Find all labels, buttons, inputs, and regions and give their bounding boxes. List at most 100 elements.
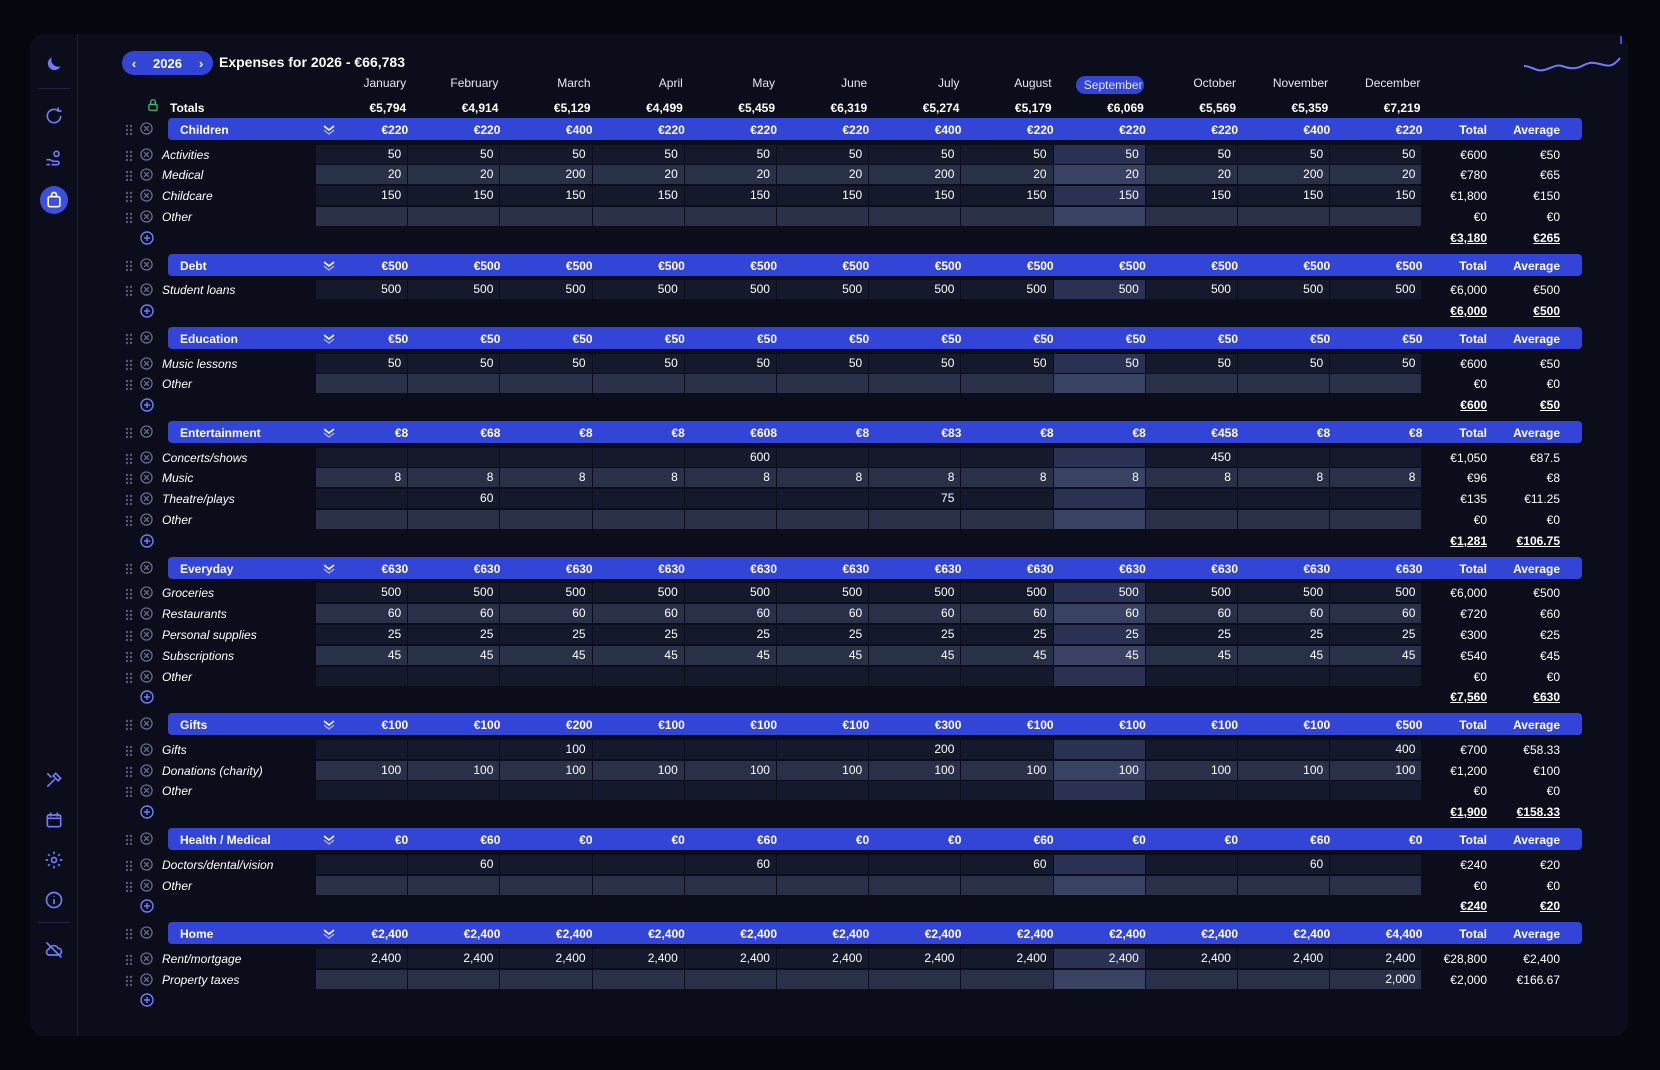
remove-category-icon[interactable] [140,926,153,939]
amount-cell[interactable] [684,666,776,686]
amount-cell[interactable] [408,374,500,394]
moon-icon[interactable] [40,50,68,78]
amount-cell[interactable] [500,489,592,509]
amount-cell[interactable]: 500 [684,280,776,300]
category-header[interactable]: Education €50 €50 €50 €50 €50 €50 €50 €50 €50 €50 €… [168,327,1582,349]
row-name[interactable]: Doctors/dental/vision [162,857,274,872]
amount-cell[interactable] [961,969,1053,989]
row-name[interactable]: Theatre/plays [162,492,235,507]
amount-cell[interactable]: 150 [1053,186,1145,206]
amount-cell[interactable]: 200 [500,165,592,185]
hand-coins-icon[interactable] [40,144,68,172]
add-row-icon[interactable] [140,805,154,819]
amount-cell[interactable] [500,206,592,226]
month-header[interactable]: March [557,76,591,90]
remove-row-icon[interactable] [140,189,153,202]
amount-cell[interactable]: 25 [316,624,408,644]
amount-cell[interactable] [1238,510,1330,529]
amount-cell[interactable] [500,447,592,467]
row-name[interactable]: Property taxes [162,972,240,987]
amount-cell[interactable] [408,206,500,226]
amount-cell[interactable]: 150 [1238,186,1330,206]
category-header[interactable]: Children €220 €220 €400 €220 €220 €220 €400 €220… [168,118,1582,140]
amount-cell[interactable]: 500 [684,583,776,603]
amount-cell[interactable] [408,510,500,529]
category-header[interactable]: Home €2,400 €2,400 €2,400 €2,400 €2,400 €2,400… [168,922,1582,945]
collapse-chevron-icon[interactable] [322,123,336,136]
add-row-icon[interactable] [140,899,154,913]
amount-cell[interactable]: 500 [408,280,500,300]
amount-cell[interactable] [869,781,961,801]
amount-cell[interactable]: 500 [408,583,500,603]
amount-cell[interactable] [869,666,961,686]
drag-handle-icon[interactable] [125,211,133,224]
amount-cell[interactable] [1053,206,1145,226]
remove-row-icon[interactable] [140,743,153,756]
amount-cell[interactable]: 50 [316,144,408,164]
amount-cell[interactable]: 50 [1238,353,1330,373]
month-header[interactable]: October [1193,76,1236,90]
amount-cell[interactable] [408,666,500,686]
amount-cell[interactable]: 100 [1145,760,1237,780]
amount-cell[interactable]: 20 [592,165,684,185]
amount-cell[interactable]: 45 [684,645,776,665]
amount-cell[interactable] [316,374,408,394]
amount-cell[interactable]: 2,400 [408,948,500,968]
amount-cell[interactable]: 25 [961,624,1053,644]
drag-handle-icon[interactable] [125,718,133,731]
amount-cell[interactable]: 45 [1145,645,1237,665]
amount-cell[interactable] [1145,510,1237,529]
amount-cell[interactable]: 8 [1330,468,1422,488]
amount-cell[interactable] [777,969,869,989]
amount-cell[interactable]: 500 [1145,583,1237,603]
amount-cell[interactable]: 50 [1053,353,1145,373]
amount-cell[interactable]: 2,400 [777,948,869,968]
remove-row-icon[interactable] [140,377,153,390]
drag-handle-icon[interactable] [125,974,133,986]
amount-cell[interactable] [777,447,869,467]
amount-cell[interactable] [1053,666,1145,686]
amount-cell[interactable]: 60 [1053,604,1145,624]
amount-cell[interactable] [1053,781,1145,801]
amount-cell[interactable] [316,875,408,895]
amount-cell[interactable] [408,969,500,989]
amount-cell[interactable] [1145,374,1237,394]
amount-cell[interactable]: 100 [408,760,500,780]
remove-row-icon[interactable] [140,952,153,965]
category-header[interactable]: Gifts €100 €100 €200 €100 €100 €100 €300 €100 €10… [168,713,1582,736]
collapse-chevron-icon[interactable] [322,259,336,271]
amount-cell[interactable] [684,969,776,989]
amount-cell[interactable] [592,875,684,895]
amount-cell[interactable]: 60 [408,604,500,624]
row-name[interactable]: Other [162,784,193,799]
drag-handle-icon[interactable] [125,123,133,136]
collapse-chevron-icon[interactable] [322,426,336,439]
remove-row-icon[interactable] [140,972,153,986]
drag-handle-icon[interactable] [125,426,133,439]
amount-cell[interactable]: 100 [1053,760,1145,780]
amount-cell[interactable]: 60 [500,604,592,624]
amount-cell[interactable] [1238,206,1330,226]
category-header[interactable]: Everyday €630 €630 €630 €630 €630 €630 €630 €630… [168,556,1582,579]
amount-cell[interactable]: 100 [592,760,684,780]
amount-cell[interactable] [500,969,592,989]
amount-cell[interactable]: 50 [592,144,684,164]
amount-cell[interactable]: 50 [1145,353,1237,373]
remove-row-icon[interactable] [140,356,153,370]
amount-cell[interactable]: 8 [592,468,684,488]
drag-handle-icon[interactable] [125,765,133,777]
amount-cell[interactable] [1238,666,1330,686]
amount-cell[interactable] [1330,374,1422,394]
amount-cell[interactable] [592,739,684,759]
row-name[interactable]: Other [162,669,193,684]
amount-cell[interactable]: 25 [1330,624,1422,644]
remove-row-icon[interactable] [140,763,153,777]
drag-handle-icon[interactable] [125,833,133,846]
collapse-chevron-icon[interactable] [322,562,336,574]
amount-cell[interactable] [1238,969,1330,989]
amount-cell[interactable] [1053,374,1145,394]
amount-cell[interactable] [869,510,961,529]
amount-cell[interactable]: 2,400 [961,948,1053,968]
amount-cell[interactable]: 500 [1238,583,1330,603]
amount-cell[interactable]: 2,000 [1330,969,1422,989]
